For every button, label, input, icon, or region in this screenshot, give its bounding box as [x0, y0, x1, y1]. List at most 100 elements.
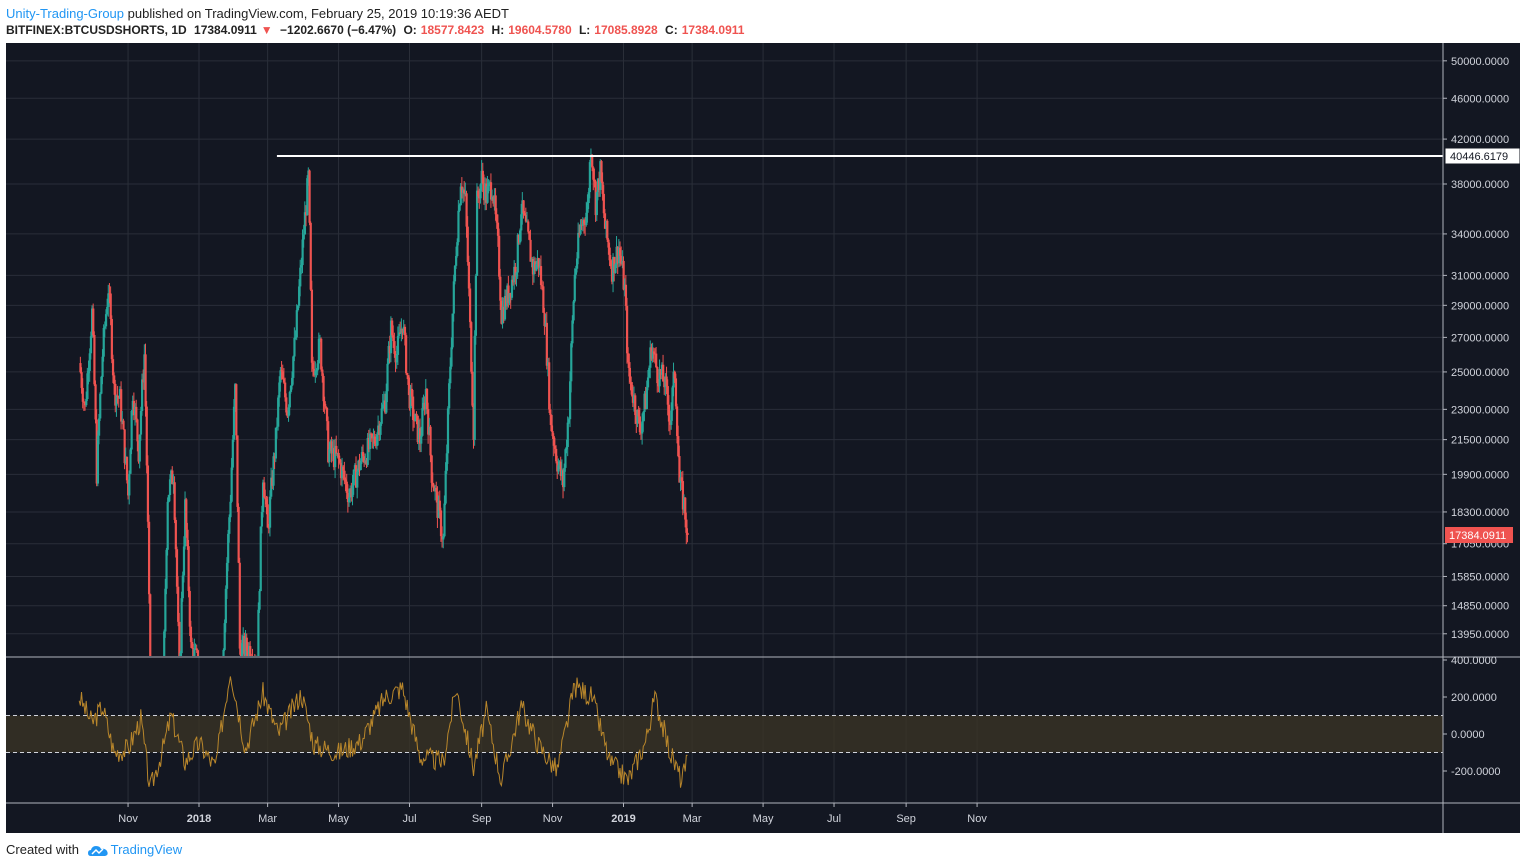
author-link[interactable]: Unity-Trading-Group — [6, 6, 125, 21]
candle-body — [663, 381, 666, 388]
candle-body — [678, 456, 681, 483]
candle-body — [228, 517, 231, 534]
candle-body — [334, 445, 337, 468]
tradingview-brand[interactable]: TradingView — [110, 842, 183, 857]
candle-body — [124, 456, 127, 464]
candle-body — [179, 653, 182, 656]
candle-body — [94, 384, 97, 420]
candle-body — [536, 258, 539, 265]
time-tick-label: Jul — [402, 813, 416, 825]
candle-body — [645, 387, 648, 409]
candle-body — [441, 536, 444, 540]
candle-body — [79, 363, 82, 373]
candle-body — [196, 650, 200, 656]
candle-body — [593, 179, 596, 182]
price-tick-label: 19900.0000 — [1451, 469, 1509, 481]
candle-body — [243, 636, 246, 656]
candle-body — [303, 212, 307, 235]
candle-body — [177, 586, 180, 622]
candle-body — [495, 214, 498, 223]
candle-body — [677, 436, 680, 457]
price-tick-label: 38000.0000 — [1451, 179, 1509, 191]
candle-body — [264, 497, 267, 500]
candle-body — [412, 396, 415, 420]
oscillator-line — [78, 676, 688, 788]
down-arrow-icon: ▼ — [260, 23, 273, 37]
candle-body — [524, 215, 528, 222]
candle-body — [517, 234, 521, 243]
candle-body — [637, 409, 640, 417]
oscillator-tick-label: 200.0000 — [1451, 692, 1497, 704]
candle-body — [546, 362, 550, 366]
candle-body — [188, 590, 191, 627]
candle-body — [231, 439, 234, 468]
symbol-label[interactable]: BITFINEX:BTCUSDSHORTS, 1D — [6, 23, 187, 37]
candle-body — [263, 482, 266, 498]
candle-body — [606, 220, 609, 240]
candle-body — [88, 353, 91, 371]
candle-body — [556, 461, 559, 472]
candle-body — [325, 407, 329, 422]
candle-body — [627, 353, 630, 363]
price-chart[interactable]: 50000.0000 46000.0000 42000.0000 38000.0000… — [6, 43, 1520, 833]
candle-body — [651, 351, 654, 359]
price-tick-label: 15850.0000 — [1451, 571, 1509, 583]
horizontal-grid — [6, 60, 1443, 635]
candle-body — [163, 631, 166, 656]
candle-body — [172, 482, 175, 485]
price-tick-label: 29000.0000 — [1451, 300, 1509, 312]
candle-body — [609, 260, 612, 267]
candle-body — [507, 285, 510, 303]
candle-body — [442, 536, 445, 540]
candle-body — [428, 426, 431, 435]
candle-body — [89, 336, 93, 354]
candle-body — [332, 447, 336, 468]
candle-body — [479, 184, 482, 199]
candle-body — [224, 588, 227, 624]
candle-body — [586, 203, 589, 213]
candle-body — [173, 482, 176, 520]
candle-body — [628, 362, 631, 377]
candle-body — [285, 397, 288, 413]
candle-body — [641, 421, 644, 434]
candle-body — [328, 449, 331, 462]
candle-body — [482, 183, 486, 201]
candle-body — [248, 646, 251, 656]
candle-body — [545, 322, 548, 366]
candle-body — [275, 426, 279, 428]
candle-body — [167, 494, 170, 502]
candle-body — [181, 575, 184, 599]
candle-body — [579, 224, 582, 235]
candle-body — [453, 265, 457, 282]
candle-body — [530, 258, 533, 262]
candle-body — [516, 234, 519, 273]
candle-body — [562, 470, 565, 488]
candle-body — [681, 481, 685, 510]
price-tick-label: 21500.0000 — [1451, 435, 1509, 447]
candle-body — [272, 456, 275, 486]
candle-body — [555, 448, 558, 462]
candle-body — [682, 497, 686, 510]
candle-body — [144, 354, 147, 407]
candle-body — [477, 190, 480, 197]
candle-body — [422, 402, 425, 409]
candle-body — [503, 295, 507, 320]
candle-body — [539, 266, 543, 286]
candle-body — [293, 337, 296, 357]
low-label: L: — [578, 23, 591, 37]
candle-body — [686, 532, 689, 535]
candle-body — [102, 327, 105, 357]
candle-body — [229, 501, 232, 518]
candle-body — [377, 425, 380, 435]
candle-body — [436, 491, 439, 518]
candle-body — [351, 485, 354, 497]
candle-body — [622, 260, 625, 290]
candle-body — [370, 433, 373, 435]
time-tick-label: 2018 — [187, 813, 211, 825]
tradingview-logo-icon — [87, 845, 108, 856]
candle-body — [191, 641, 194, 648]
candle-body — [424, 388, 427, 410]
candle-body — [464, 193, 467, 195]
price-tick-label: 14850.0000 — [1451, 601, 1509, 613]
candle-body — [337, 452, 340, 459]
